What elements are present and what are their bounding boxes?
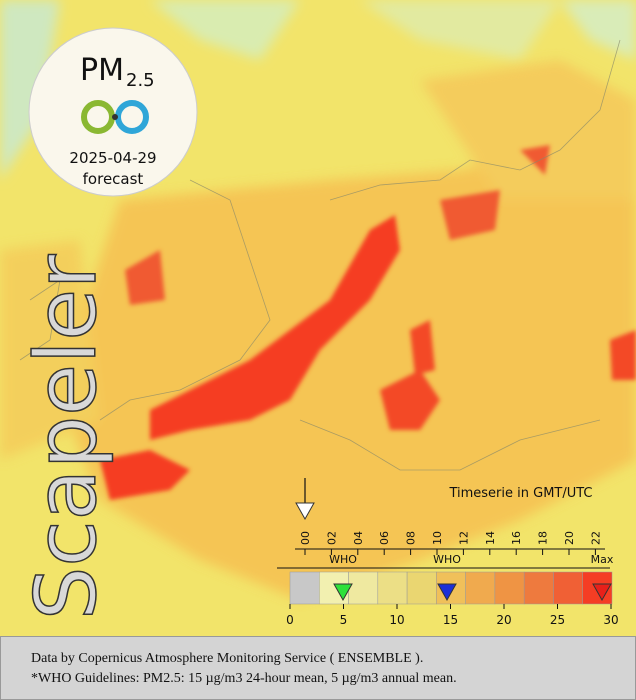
hour-label: 02 (325, 531, 338, 545)
hour-label: 22 (589, 531, 602, 545)
hour-label: 16 (510, 531, 523, 545)
logo-dot (112, 114, 118, 120)
hour-axis: 00 02 04 06 08 10 12 14 16 18 20 22 (299, 531, 602, 555)
hour-label: 20 (563, 531, 576, 545)
timeseries-title: Timeserie in GMT/UTC (448, 486, 592, 501)
footer-line: *WHO Guidelines: PM2.5: 15 µg/m3 24-hour… (31, 671, 457, 686)
brand: Scapeler (17, 254, 115, 620)
hour-label: 18 (537, 531, 550, 545)
scale-marker-label: WHO (433, 553, 461, 566)
sea-areas (0, 0, 636, 180)
scale-tick-label: 10 (389, 613, 404, 627)
scale-bin (553, 571, 583, 605)
scale-marker (592, 583, 612, 602)
footer-line: Data by Copernicus Atmosphere Monitoring… (31, 651, 424, 666)
pm25-map: PM 2.5 2025-04-29 forecast Scapeler Time… (0, 0, 636, 636)
scale-marker-label: WHO (329, 553, 357, 566)
scale-tick-label: 20 (496, 613, 511, 627)
scale-marker (437, 583, 457, 602)
scale-bin (523, 571, 554, 605)
color-scale: WHO WHO Max 0 5 10 15 20 25 30 (286, 553, 618, 627)
hour-label: 08 (405, 531, 418, 545)
high-zones (100, 145, 636, 500)
moderate-zones (0, 60, 636, 600)
hour-label: 12 (457, 531, 470, 545)
scale-bin (494, 571, 525, 605)
hour-label: 04 (352, 531, 365, 545)
scale-tick-label: 5 (340, 613, 348, 627)
hour-label: 00 (299, 531, 312, 545)
badge-title: PM (80, 53, 124, 88)
coastlines (19, 39, 621, 471)
badge: PM 2.5 2025-04-29 forecast (28, 27, 198, 197)
badge-label: forecast (83, 170, 144, 188)
scale-tick-label: 30 (603, 613, 618, 627)
hour-label: 10 (431, 531, 444, 545)
hour-label: 14 (484, 531, 497, 545)
scale-bin (465, 571, 496, 605)
scale-marker (333, 583, 353, 602)
scale-bin (289, 571, 320, 605)
scale-tick-label: 15 (443, 613, 458, 627)
time-arrow-head (295, 502, 315, 521)
badge-date: 2025-04-29 (69, 149, 156, 167)
scale-bin (406, 571, 437, 605)
scale-marker-label: Max (591, 553, 614, 566)
hour-label: 06 (378, 531, 391, 545)
footer: Data by Copernicus Atmosphere Monitoring… (0, 636, 636, 700)
badge-subscript: 2.5 (126, 70, 155, 91)
scale-tick-label: 0 (286, 613, 294, 627)
scale-tick-label: 25 (550, 613, 565, 627)
scale-bin (348, 571, 379, 605)
scale-bin (377, 571, 408, 605)
